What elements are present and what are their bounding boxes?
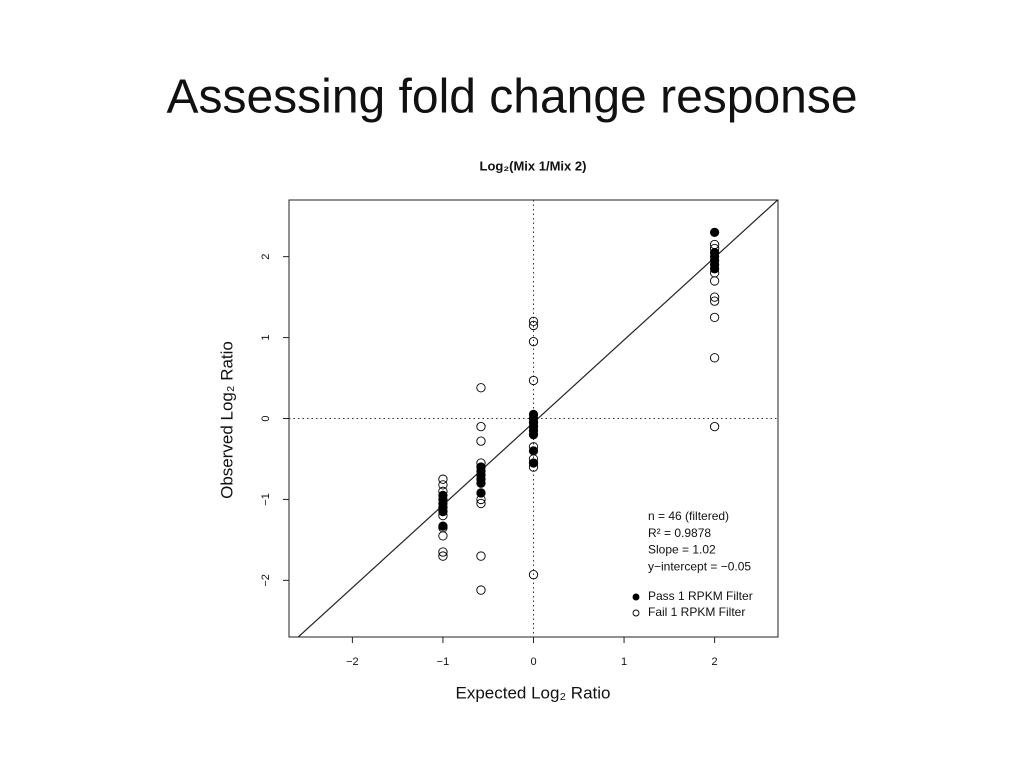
point — [476, 383, 486, 393]
y-tick-label: −1 — [260, 493, 272, 506]
point — [709, 276, 720, 286]
x-tick-label: 0 — [530, 656, 536, 668]
point — [528, 336, 539, 347]
x-tick-label: 2 — [712, 656, 718, 668]
point — [709, 421, 720, 432]
point — [476, 436, 486, 446]
point — [528, 442, 539, 452]
point — [476, 585, 486, 595]
point — [438, 547, 448, 557]
point — [709, 353, 720, 363]
legend-marker — [632, 593, 640, 601]
legend-marker — [632, 609, 640, 617]
point — [438, 474, 448, 484]
point — [709, 227, 720, 238]
x-tick-label: −2 — [346, 656, 359, 668]
point — [709, 239, 720, 250]
y-tick-label: −2 — [260, 574, 272, 587]
point — [528, 316, 539, 327]
point — [476, 458, 486, 468]
point — [528, 570, 539, 580]
point — [528, 462, 539, 472]
y-tick-label: 2 — [260, 254, 272, 260]
point — [709, 312, 720, 322]
point — [476, 421, 486, 432]
x-axis-label: Expected Log₂ Ratio — [456, 683, 611, 702]
point — [528, 375, 539, 386]
point — [438, 480, 448, 490]
annotation: Slope = 1.02 — [648, 543, 716, 557]
x-tick-label: 1 — [621, 656, 627, 668]
y-tick-label: 1 — [260, 335, 272, 341]
legend-label: Pass 1 RPKM Filter — [648, 589, 753, 603]
point — [709, 296, 720, 306]
slide-title: Assessing fold change response — [166, 71, 857, 124]
point — [476, 494, 486, 505]
point — [709, 292, 720, 302]
annotation: R² = 0.9878 — [648, 526, 711, 540]
legend-label: Fail 1 RPKM Filter — [648, 605, 745, 619]
y-tick-label: 0 — [260, 415, 272, 421]
point — [438, 551, 448, 561]
point — [528, 430, 539, 440]
point — [476, 551, 486, 561]
point — [476, 498, 486, 509]
point — [476, 478, 486, 488]
point — [438, 510, 448, 521]
chart-title: Log₂(Mix 1/Mix 2) — [480, 158, 587, 173]
point — [438, 531, 448, 541]
point — [528, 320, 539, 331]
point — [438, 486, 448, 496]
point — [476, 488, 486, 498]
annotation: n = 46 (filtered) — [648, 509, 729, 523]
y-axis-label: Observed Log₂ Ratio — [217, 341, 236, 499]
point — [709, 243, 720, 254]
x-tick-label: −1 — [437, 656, 450, 668]
annotation: y−intercept = −0.05 — [648, 559, 751, 573]
